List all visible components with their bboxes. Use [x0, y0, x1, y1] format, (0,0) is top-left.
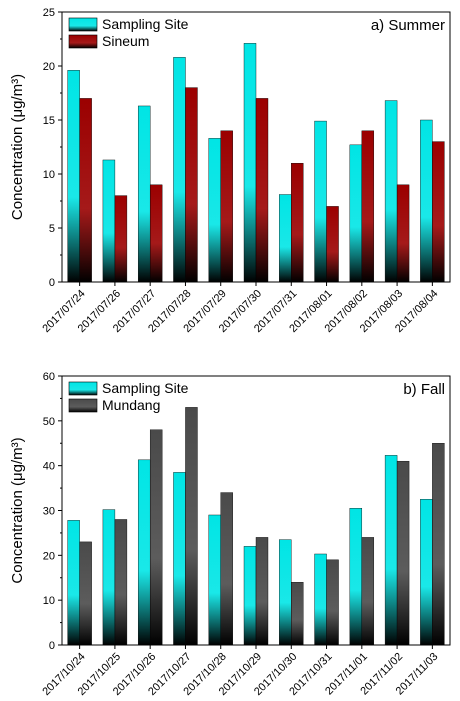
y-tick-label: 50: [43, 416, 55, 428]
bar-sampling-site-2017/07/30: [243, 43, 257, 283]
y-tick-label: 30: [43, 506, 55, 518]
chart-panel-1: 2017/07/242017/07/262017/07/272017/07/28…: [9, 7, 451, 335]
bar-sineum-2017/07/29: [220, 130, 233, 283]
bar-sampling-site-2017/11/01: [349, 508, 363, 646]
y-tick-label: 15: [43, 115, 55, 127]
y-tick-label: 20: [43, 61, 55, 73]
bar-sampling-site-2017/07/29: [208, 138, 221, 283]
bar-sampling-site-2017/07/31: [279, 194, 292, 283]
chart-panel-2: 2017/10/242017/10/252017/10/262017/10/27…: [9, 371, 451, 698]
panel-label: b) Fall: [403, 381, 445, 398]
bar-mundang-2017/10/30: [291, 582, 304, 646]
bar-sampling-site-2017/10/28: [208, 514, 221, 646]
bar-sampling-site-2017/07/28: [173, 57, 186, 283]
y-tick-label: 25: [43, 7, 55, 19]
legend-label-sampling-site: Sampling Site: [102, 16, 189, 32]
y-tick-label: 0: [49, 640, 55, 652]
bar-sineum-2017/07/24: [79, 98, 92, 283]
y-tick-label: 5: [49, 223, 55, 235]
y-tick-label: 10: [43, 595, 55, 607]
bar-sampling-site-2017/11/03: [420, 499, 433, 646]
bar-sampling-site-2017/10/31: [314, 553, 327, 646]
legend-swatch-sineum: [68, 34, 98, 49]
bar-sampling-site-2017/08/02: [349, 144, 363, 283]
bar-sampling-site-2017/10/24: [67, 520, 80, 646]
bar-mundang-2017/10/27: [185, 407, 198, 646]
bar-sampling-site-2017/08/04: [420, 119, 433, 283]
bar-sineum-2017/08/03: [396, 184, 410, 283]
bar-sampling-site-2017/10/30: [279, 539, 292, 646]
bar-mundang-2017/10/28: [220, 492, 233, 646]
legend-label-sineum: Sineum: [102, 33, 149, 49]
bar-mundang-2017/10/25: [114, 519, 128, 646]
y-axis-title: Concentration (μg/m³): [9, 74, 26, 220]
legend-label-sampling-site: Sampling Site: [102, 380, 189, 396]
bar-mundang-2017/10/31: [326, 559, 339, 646]
bar-mundang-2017/10/29: [255, 537, 269, 646]
y-tick-label: 20: [43, 550, 55, 562]
bar-sampling-site-2017/10/26: [137, 459, 151, 646]
bar-sampling-site-2017/08/01: [314, 120, 327, 283]
bar-sampling-site-2017/10/27: [173, 472, 186, 646]
bar-sineum-2017/08/04: [432, 141, 445, 283]
bar-mundang-2017/11/01: [361, 537, 375, 646]
bar-sampling-site-2017/08/03: [384, 100, 398, 283]
bar-sineum-2017/07/28: [185, 87, 198, 283]
legend-label-mundang: Mundang: [102, 397, 160, 413]
bar-sampling-site-2017/07/24: [67, 70, 80, 283]
y-tick-label: 60: [43, 371, 55, 383]
bar-sineum-2017/07/30: [255, 98, 269, 283]
y-tick-label: 0: [49, 277, 55, 289]
legend-swatch-sampling-site: [68, 17, 98, 32]
y-tick-label: 10: [43, 169, 55, 181]
bar-sampling-site-2017/11/02: [384, 455, 398, 646]
legend-swatch-mundang: [68, 398, 98, 413]
y-axis-title: Concentration (μg/m³): [9, 437, 26, 583]
bar-sampling-site-2017/10/25: [102, 509, 116, 646]
bar-mundang-2017/10/24: [79, 541, 92, 646]
bar-mundang-2017/10/26: [149, 429, 163, 646]
bar-sampling-site-2017/07/27: [137, 105, 151, 283]
bar-sampling-site-2017/07/26: [102, 159, 116, 283]
bar-mundang-2017/11/02: [396, 460, 410, 646]
bar-sineum-2017/07/27: [149, 184, 163, 283]
bar-sampling-site-2017/10/29: [243, 546, 257, 646]
bar-sineum-2017/07/31: [291, 162, 304, 283]
bar-sineum-2017/08/01: [326, 206, 339, 283]
bar-mundang-2017/11/03: [432, 443, 445, 646]
bar-sineum-2017/08/02: [361, 130, 375, 283]
panel-label: a) Summer: [371, 17, 445, 34]
y-tick-label: 40: [43, 461, 55, 473]
legend-swatch-sampling-site: [68, 381, 98, 396]
bar-sineum-2017/07/26: [114, 195, 128, 283]
